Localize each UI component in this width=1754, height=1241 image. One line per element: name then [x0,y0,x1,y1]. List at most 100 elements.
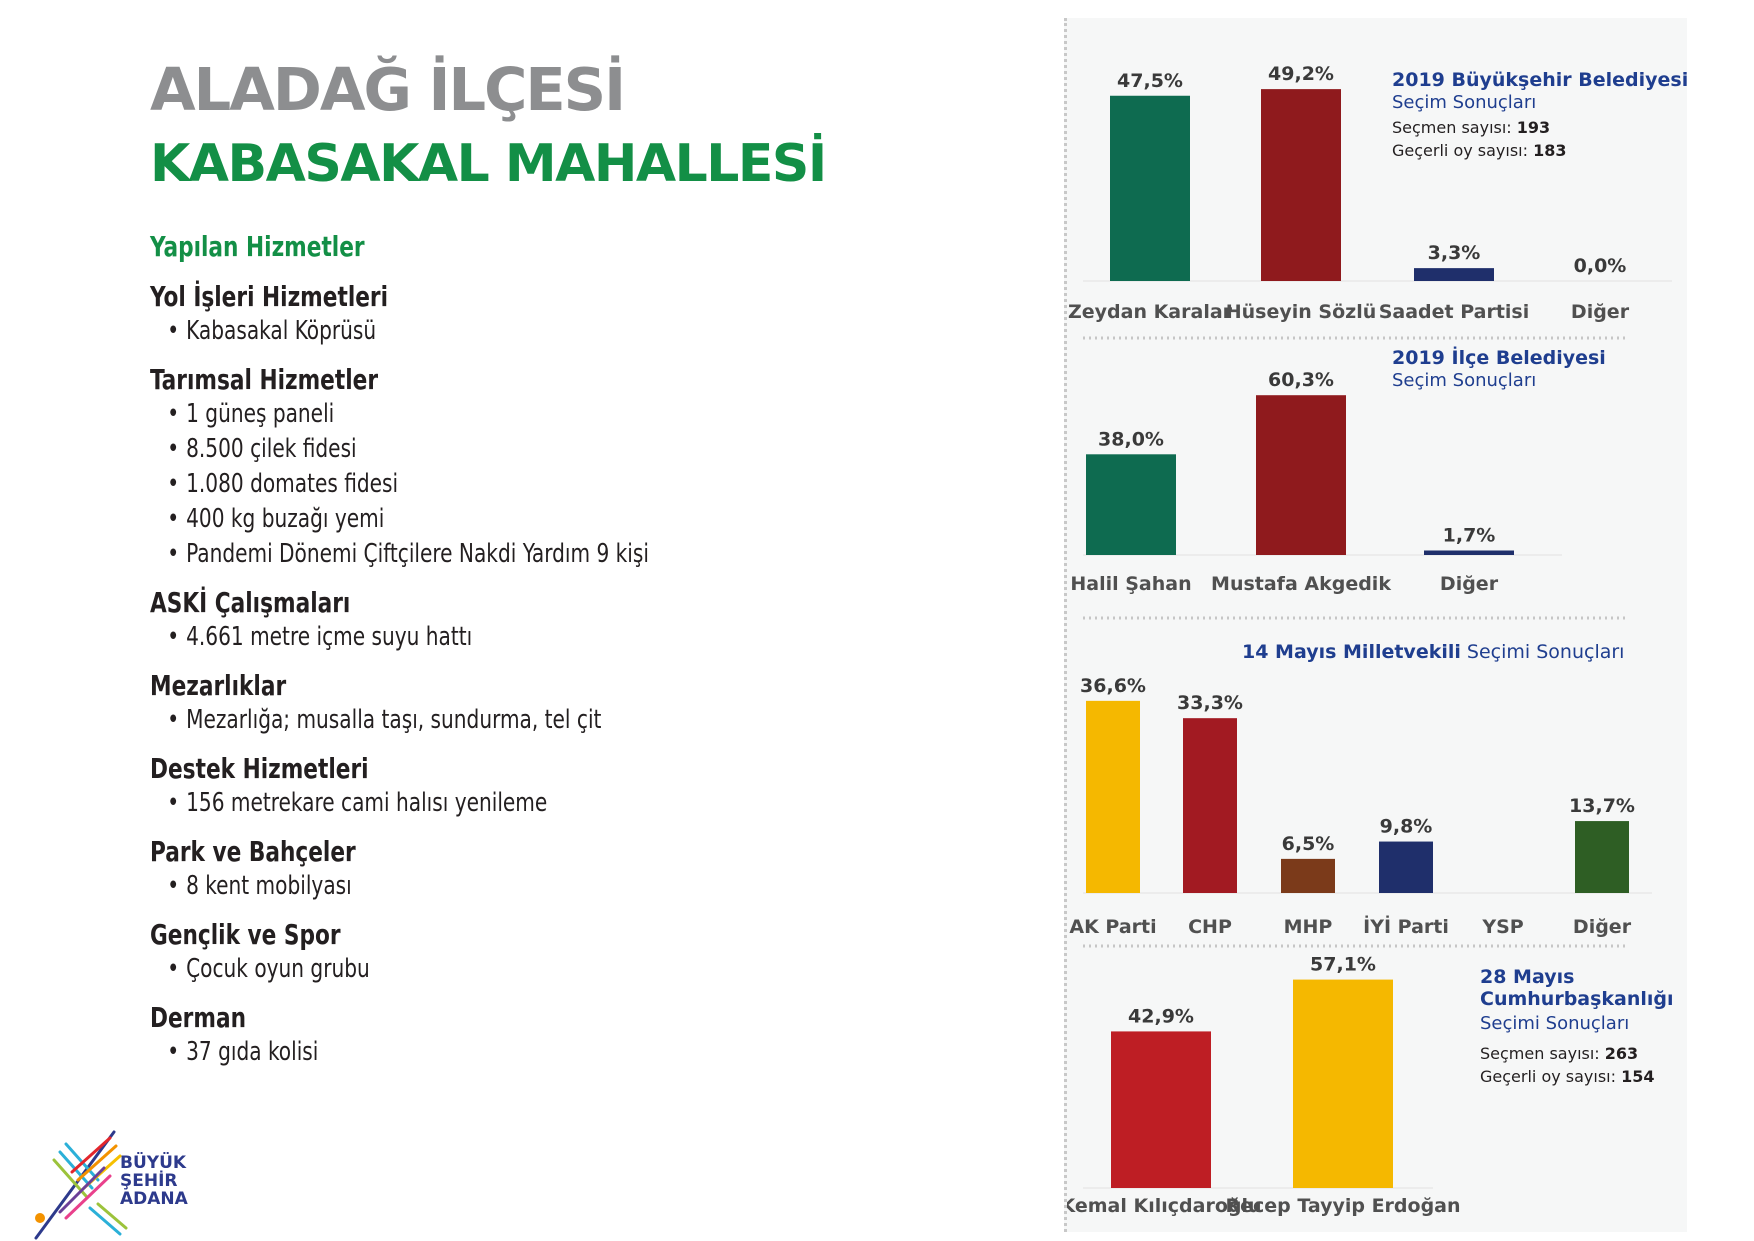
category-label: İYİ Parti [1363,914,1449,938]
logo-line: ADANA [120,1189,188,1209]
chart-info: Geçerli oy sayısı: 154 [1480,1067,1655,1086]
service-group: Tarımsal Hizmetler1 güneş paneli8.500 çi… [150,363,1050,572]
info-value: 154 [1621,1067,1654,1086]
info-label: Seçmen sayısı: [1392,118,1517,137]
chart-title-bold: 14 Mayıs Milletvekili [1242,641,1461,663]
category-label: Kemal Kılıçdaroğlu [1067,1195,1262,1217]
service-item: 1 güneş paneli [150,397,924,432]
data-label: 3,3% [1428,242,1481,264]
data-label: 49,2% [1268,63,1334,85]
service-group: Yol İşleri HizmetleriKabasakal Köprüsü [150,280,1050,349]
bar [1379,841,1433,893]
bar [1281,858,1335,893]
info-label: Seçmen sayısı: [1480,1044,1605,1063]
data-label: 1,7% [1443,524,1496,546]
logo-line: ŞEHİR [120,1171,178,1191]
adana-logo-icon [34,1130,128,1240]
category-label: AK Parti [1069,916,1156,938]
service-group-title: Mezarlıklar [150,669,287,702]
service-item: Çocuk oyun grubu [150,952,924,987]
service-group: Derman37 gıda kolisi [150,1001,1050,1070]
category-label: YSP [1481,916,1523,938]
election-charts: 47,5% Zeydan Karalar 49,2% Hüseyin Sözlü 3,3… [1067,63,1687,1217]
service-group-title: Destek Hizmetleri [150,752,369,785]
service-group: Destek Hizmetleri156 metrekare cami halı… [150,752,1050,821]
chart-subtitle: Seçim Sonuçları [1392,370,1536,391]
category-label: Diğer [1571,301,1630,323]
logo-line: BÜYÜK [120,1153,187,1173]
service-group-title: ASKİ Çalışmaları [150,586,351,619]
category-label: Recep Tayyip Erdoğan [1225,1195,1460,1217]
data-label: 57,1% [1310,954,1376,976]
bar [1424,550,1514,555]
services-heading: Yapılan Hizmetler [150,230,365,263]
data-label: 42,9% [1128,1005,1194,1027]
service-item: Pandemi Dönemi Çiftçilere Nakdi Yardım 9… [150,537,924,572]
service-item: 8.500 çilek fidesi [150,432,924,467]
data-label: 0,0% [1574,255,1627,277]
chart-title-line: Cumhurbaşkanlığı [1480,988,1674,1010]
chart-info: Geçerli oy sayısı: 183 [1392,141,1567,160]
service-item: 8 kent mobilyası [150,869,924,904]
chart-title-rest: Seçimi Sonuçları [1461,641,1625,663]
service-group: Park ve Bahçeler8 kent mobilyası [150,835,1050,904]
data-label: 33,3% [1177,692,1243,714]
bar [1086,454,1176,555]
data-label: 47,5% [1117,70,1183,92]
category-label: Saadet Partisi [1379,301,1530,323]
category-label: Diğer [1573,916,1632,938]
service-group-title: Yol İşleri Hizmetleri [150,280,389,313]
bar [1261,89,1341,282]
info-value: 183 [1533,141,1566,160]
left-panel: ALADAĞ İLÇESİ KABASAKAL MAHALLESİ Yapıla… [0,0,1060,1241]
bar [1110,95,1190,281]
service-group-title: Derman [150,1001,246,1034]
data-label: 6,5% [1282,833,1335,855]
chart-info: Seçmen sayısı: 263 [1480,1044,1638,1063]
category-label: CHP [1188,916,1232,938]
category-label: Diğer [1440,573,1499,595]
district-title: ALADAĞ İLÇESİ [150,55,626,124]
service-group: MezarlıklarMezarlığa; musalla taşı, sund… [150,669,1050,738]
service-item: 400 kg buzağı yemi [150,502,924,537]
data-label: 13,7% [1569,795,1635,817]
category-label: Hüseyin Sözlü [1226,301,1377,323]
service-group: ASKİ Çalışmaları4.661 metre içme suyu ha… [150,586,1050,655]
bar [1293,979,1393,1188]
bar [1414,268,1494,281]
neighborhood-title: KABASAKAL MAHALLESİ [150,134,827,194]
chart-title: 28 Mayıs Cumhurbaşkanlığı [1480,966,1674,1010]
data-label: 36,6% [1080,675,1146,697]
info-label: Geçerli oy sayısı: [1480,1067,1621,1086]
info-value: 193 [1517,118,1550,137]
chart-title: 2019 İlçe Belediyesi [1392,345,1606,369]
service-item: 1.080 domates fidesi [150,467,924,502]
bar [1086,700,1140,893]
chart-info: Seçmen sayısı: 193 [1392,118,1550,137]
chart-subtitle: Seçim Sonuçları [1392,92,1536,113]
service-item: Mezarlığa; musalla taşı, sundurma, tel ç… [150,703,924,738]
service-item: 37 gıda kolisi [150,1035,924,1070]
service-item: 156 metrekare cami halısı yenileme [150,786,924,821]
info-label: Geçerli oy sayısı: [1392,141,1533,160]
data-label: 38,0% [1098,428,1164,450]
chart-title: 2019 Büyükşehir Belediyesi [1392,69,1687,91]
service-item: Kabasakal Köprüsü [150,314,924,349]
bar [1575,821,1629,893]
chart-subtitle: Seçimi Sonuçları [1480,1013,1629,1034]
service-group: Gençlik ve SporÇocuk oyun grubu [150,918,1050,987]
category-label: Mustafa Akgedik [1211,573,1391,595]
service-group-title: Gençlik ve Spor [150,918,341,951]
category-label: Zeydan Karalar [1068,301,1233,323]
info-value: 263 [1605,1044,1638,1063]
data-label: 60,3% [1268,369,1334,391]
chart-title: 14 Mayıs Milletvekili Seçimi Sonuçları [1242,641,1624,663]
results-panel: 47,5% Zeydan Karalar 49,2% Hüseyin Sözlü 3,3… [1064,18,1687,1232]
category-label: MHP [1284,916,1333,938]
services-list: Yol İşleri HizmetleriKabasakal Köprüsü Ta… [150,280,1050,1084]
logo-text: BÜYÜK ŞEHİR ADANA [120,1154,188,1208]
category-label: Halil Şahan [1070,573,1191,595]
bar [1256,395,1346,555]
service-group-title: Tarımsal Hizmetler [150,363,379,396]
data-label: 9,8% [1380,816,1433,838]
